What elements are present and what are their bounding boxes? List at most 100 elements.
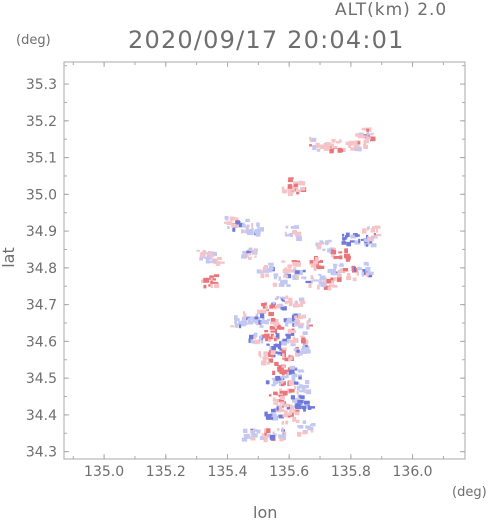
data-point — [317, 284, 320, 290]
data-point — [255, 318, 259, 321]
data-point — [292, 336, 295, 341]
data-point — [293, 348, 299, 352]
data-point — [264, 302, 267, 306]
data-point — [299, 322, 304, 326]
data-point — [208, 256, 212, 260]
data-point — [261, 309, 267, 313]
data-point — [243, 229, 248, 234]
data-point — [302, 431, 308, 435]
data-point — [354, 267, 356, 272]
data-point — [266, 343, 270, 346]
data-point — [354, 240, 361, 245]
data-point — [273, 275, 277, 280]
data-point — [332, 263, 338, 266]
data-point — [287, 336, 290, 342]
data-point — [259, 227, 264, 232]
data-point — [302, 269, 306, 273]
data-point — [296, 236, 302, 242]
data-point — [202, 250, 206, 253]
data-point — [290, 226, 295, 229]
data-point — [367, 271, 374, 275]
y-tick-label: 34.7 — [26, 298, 57, 314]
data-point — [236, 217, 239, 220]
data-point — [259, 354, 262, 358]
data-point — [344, 249, 348, 253]
data-point — [318, 265, 325, 269]
data-point — [210, 277, 213, 283]
data-point — [290, 395, 295, 400]
data-point — [301, 339, 306, 344]
data-point — [291, 330, 296, 333]
data-point — [268, 337, 272, 342]
data-point — [376, 233, 382, 237]
data-point — [302, 314, 306, 319]
data-point — [276, 326, 281, 330]
data-point — [366, 136, 370, 140]
data-point — [263, 268, 269, 273]
data-point — [318, 260, 323, 263]
data-point — [286, 284, 291, 287]
data-point — [354, 147, 358, 152]
x-axis-title: lon — [253, 503, 278, 522]
data-point — [212, 278, 217, 281]
data-point — [276, 303, 281, 309]
data-point — [339, 139, 342, 143]
data-point — [290, 187, 296, 191]
data-point — [348, 141, 355, 145]
data-point — [282, 299, 285, 302]
data-point — [272, 282, 278, 287]
data-point — [256, 222, 260, 227]
data-point — [272, 380, 278, 384]
data-point — [272, 397, 276, 402]
data-point — [328, 239, 332, 243]
data-point — [302, 385, 308, 389]
data-point — [347, 273, 351, 278]
data-point — [255, 313, 259, 318]
data-point — [287, 179, 293, 183]
data-point — [284, 413, 288, 417]
data-point — [268, 262, 274, 266]
data-point — [288, 177, 294, 180]
data-point — [348, 143, 352, 148]
y-tick-label: 34.6 — [26, 334, 57, 350]
data-point — [292, 337, 299, 341]
data-point — [344, 237, 347, 240]
data-point — [285, 374, 289, 379]
data-point — [352, 277, 357, 282]
data-point — [310, 264, 317, 268]
data-point — [328, 284, 335, 287]
data-point — [282, 268, 289, 273]
data-point — [278, 276, 281, 281]
data-point — [287, 331, 291, 335]
data-point — [292, 275, 296, 280]
data-point — [292, 230, 297, 235]
data-point — [302, 344, 307, 348]
data-point — [256, 269, 262, 274]
data-point — [273, 382, 277, 385]
data-point — [253, 429, 258, 432]
data-point — [309, 324, 313, 327]
data-point — [260, 320, 267, 324]
data-point — [249, 334, 254, 340]
data-point — [246, 250, 252, 254]
data-point — [234, 318, 240, 322]
data-point — [260, 273, 265, 279]
data-point — [309, 260, 316, 264]
data-point — [367, 273, 373, 278]
data-point — [268, 265, 274, 271]
data-point — [366, 263, 369, 267]
data-point — [365, 266, 371, 272]
data-point — [319, 144, 326, 149]
data-point — [298, 395, 305, 400]
data-point — [250, 339, 254, 344]
data-point — [246, 227, 249, 231]
y-tick-label: 34.5 — [26, 371, 57, 387]
data-point — [292, 261, 297, 267]
data-point — [265, 273, 269, 278]
data-point — [308, 283, 312, 288]
data-point — [294, 225, 300, 229]
data-point — [258, 351, 261, 356]
data-point — [270, 333, 274, 339]
data-point — [296, 349, 300, 353]
